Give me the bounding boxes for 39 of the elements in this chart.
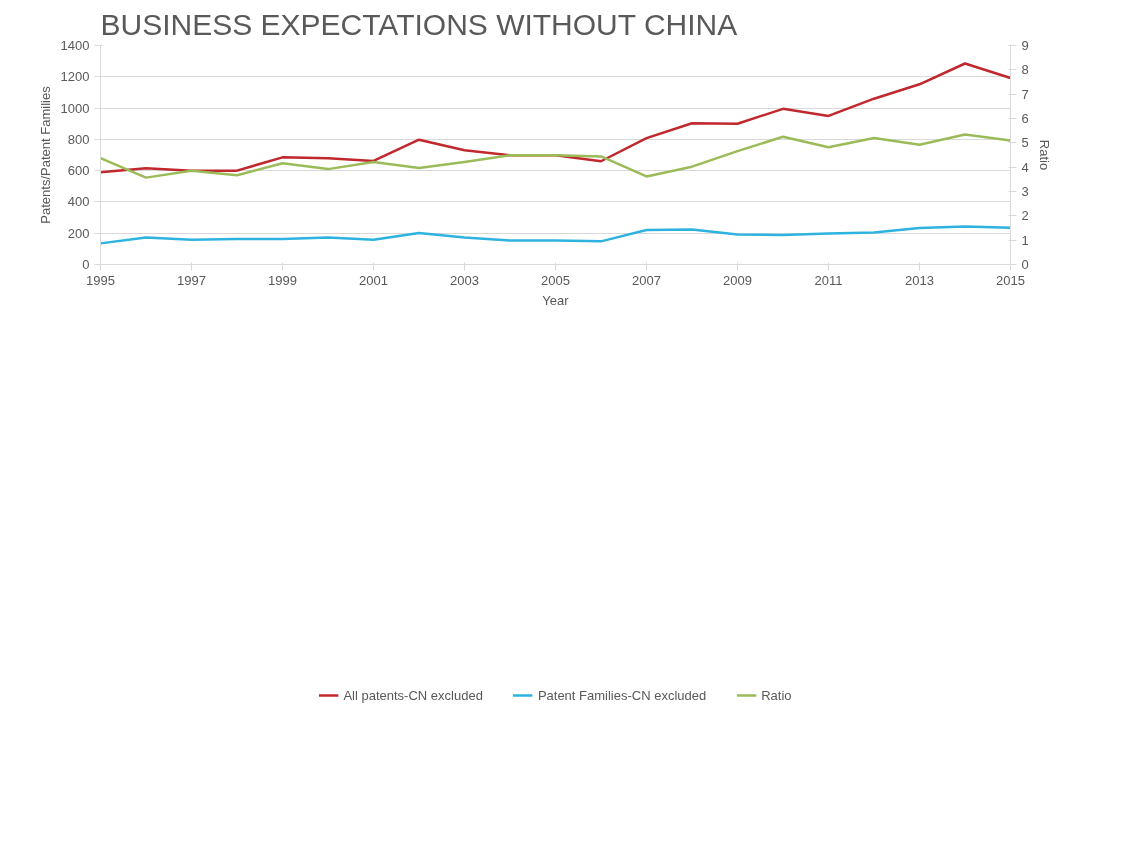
y2-tick-label: 7	[1021, 86, 1029, 102]
legend-label: Ratio	[761, 687, 792, 703]
y2-tick-label: 8	[1021, 62, 1029, 78]
y-tick-label: 1400	[60, 38, 90, 53]
legend-label: Patent Families-CN excluded	[537, 687, 707, 703]
y2-tick-label: 9	[1021, 38, 1029, 53]
x-axis-title: Year	[542, 292, 570, 308]
line-series	[100, 62, 1011, 174]
y2-tick-label: 3	[1021, 184, 1029, 199]
line-series	[100, 133, 1011, 179]
y2-tick-label: 5	[1021, 135, 1029, 151]
x-tick-label: 2013	[905, 272, 934, 288]
x-tick-label: 2009	[723, 272, 752, 288]
chart-title: BUSINESS EXPECTATIONS WITHOUT CHINA	[100, 7, 738, 41]
y-tick-label: 400	[67, 194, 90, 210]
line-series	[100, 225, 1011, 245]
y-tick-label: 800	[67, 131, 90, 147]
y2-tick-label: 1	[1021, 232, 1029, 248]
y-axis-title: Patents/Patent Families	[37, 85, 53, 224]
x-tick-label: 1997	[177, 272, 206, 288]
y-tick-label: 1000	[60, 100, 90, 116]
y-tick-label: 0	[82, 257, 90, 272]
y2-tick-label: 4	[1021, 159, 1029, 175]
y2-tick-label: 2	[1021, 208, 1029, 224]
x-tick-label: 2001	[359, 272, 388, 288]
y-tick-label: 1200	[60, 69, 90, 85]
x-tick-label: 1999	[268, 272, 297, 288]
y2-tick-label: 0	[1021, 257, 1029, 272]
y2-axis-title: Ratio	[1036, 139, 1052, 171]
x-tick-label: 2005	[541, 272, 570, 288]
x-tick-label: 1995	[86, 272, 115, 288]
y-tick-label: 600	[67, 163, 90, 179]
y2-tick-label: 6	[1021, 111, 1029, 126]
x-tick-label: 2011	[814, 272, 843, 288]
x-tick-label: 2015	[996, 272, 1025, 288]
y-tick-label: 200	[67, 225, 90, 241]
x-tick-label: 2003	[450, 272, 479, 288]
legend-label: All patents-CN excluded	[343, 687, 483, 703]
x-tick-label: 2007	[632, 272, 661, 288]
